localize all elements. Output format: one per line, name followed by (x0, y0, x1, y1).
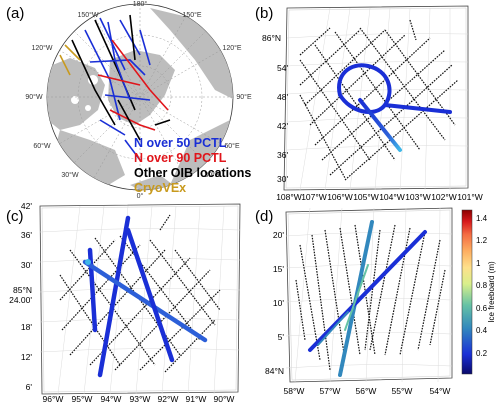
d-lon-57w: 57°W (320, 386, 341, 396)
cb-tick-1-4: 1.4 (476, 214, 488, 223)
b-lon-108w: 108°W (276, 192, 302, 202)
legend-other-oib: Other OIB locations (134, 166, 251, 180)
c-lon-93w: 93°W (130, 394, 151, 404)
b-lon-101w: 101°W (457, 192, 483, 202)
panel-c-flight-track (82, 215, 208, 378)
b-lat-42: 42' (277, 121, 288, 131)
lon-label-180: 180° (133, 0, 148, 8)
legend-n50: N over 50 PCTL (134, 136, 227, 150)
c-lat-30: 30' (21, 260, 32, 270)
cb-tick-1-2: 1.2 (476, 236, 488, 245)
c-lon-92w: 92°W (158, 394, 179, 404)
polar-lon-labels: 180° 150°W 150°E 120°W 120°E 90°W 90°E 6… (25, 0, 252, 200)
b-lat-30: 30' (277, 174, 288, 184)
freeboard-colorbar: 1.4 1.2 1 0.8 0.6 0.4 0.2 Ice freeboard … (461, 209, 496, 375)
b-lon-103w: 103°W (405, 192, 431, 202)
b-lon-labels: 108°W 107°W 106°W 105°W 104°W 103°W 102°… (276, 192, 483, 202)
b-lat-54: 54' (277, 63, 288, 73)
b-lat-36: 36' (277, 150, 288, 160)
lon-label-150w: 150°W (77, 11, 98, 19)
d-lat-15: 15' (273, 264, 284, 274)
panel-d-oib-tracks (295, 224, 446, 371)
lon-label-90e: 90°E (236, 93, 252, 101)
cb-tick-0-6: 0.6 (476, 304, 488, 313)
c-lon-95w: 95°W (72, 394, 93, 404)
cb-tick-0-2: 0.2 (476, 349, 488, 358)
lon-label-60e: 60°E (224, 142, 240, 150)
c-lon-90w: 90°W (214, 394, 235, 404)
c-lat-24: 24.00' (9, 295, 32, 305)
c-lat-36: 36' (21, 230, 32, 240)
c-lon-91w: 91°W (186, 394, 207, 404)
d-lat-10: 10' (273, 298, 284, 308)
lon-label-30w: 30°W (61, 171, 79, 179)
cb-tick-0-8: 0.8 (476, 281, 488, 290)
b-lon-102w: 102°W (431, 192, 457, 202)
d-lon-56w: 56°W (356, 386, 377, 396)
panel-d-flight-track (308, 220, 427, 377)
lon-label-120w: 120°W (31, 44, 52, 52)
d-lon-54w: 54°W (430, 386, 451, 396)
polar-map-land (47, 4, 233, 190)
b-lon-105w: 105°W (353, 192, 379, 202)
panel-a-label: (a) (6, 5, 24, 22)
c-lat-6: 6' (26, 382, 33, 392)
b-lon-106w: 106°W (327, 192, 353, 202)
polar-legend: N over 50 PCTL N over 90 PCTL Other OIB … (134, 136, 251, 195)
panel-d: (d) (255, 207, 496, 396)
c-lat-42: 42' (21, 201, 32, 211)
cb-tick-0-4: 0.4 (476, 326, 488, 335)
legend-n90: N over 90 PCTL (134, 151, 227, 165)
lon-label-60w: 60°W (33, 142, 51, 150)
panel-b-frame (283, 5, 469, 191)
b-lon-104w: 104°W (379, 192, 405, 202)
b-lat-48: 48' (277, 92, 288, 102)
b-lat-86n: 86°N (262, 33, 281, 43)
d-lat-20: 20' (273, 230, 284, 240)
colorbar-ramp (461, 209, 473, 375)
c-lon-labels: 96°W 95°W 94°W 93°W 92°W 91°W 90°W (43, 394, 235, 404)
panel-b-flight-track (337, 63, 452, 152)
d-lon-labels: 58°W 57°W 56°W 55°W 54°W (284, 386, 451, 396)
c-lat-12: 12' (21, 352, 32, 362)
panel-a: (a) (6, 0, 252, 200)
legend-cryovex: CryoVEx (134, 181, 186, 195)
cb-tick-1: 1 (476, 259, 481, 268)
d-lon-55w: 55°W (392, 386, 413, 396)
lon-label-150e: 150°E (182, 11, 201, 19)
lon-label-120e: 120°E (222, 44, 241, 52)
d-lon-58w: 58°W (284, 386, 305, 396)
d-lat-84n: 84°N (265, 366, 284, 376)
c-lat-85n: 85°N (13, 285, 32, 295)
lon-label-90w: 90°W (25, 93, 43, 101)
panel-c-label: (c) (6, 208, 24, 225)
panel-d-frame (285, 207, 453, 383)
colorbar-title: Ice freeboard (m) (487, 261, 496, 323)
panel-b-oib-tracks (299, 19, 459, 181)
c-lon-94w: 94°W (101, 394, 122, 404)
polar-flight-tracks (59, 14, 171, 161)
panel-c: (c) (6, 201, 241, 404)
d-lat-5: 5' (278, 332, 285, 342)
panel-b: (b) (255, 5, 483, 202)
b-lon-107w: 107°W (301, 192, 327, 202)
lon-label-30e: 30°E (204, 171, 220, 179)
c-lat-18: 18' (21, 322, 32, 332)
lon-label-0: 0° (137, 192, 144, 200)
panel-b-label: (b) (255, 5, 273, 22)
panel-d-label: (d) (255, 208, 273, 225)
c-lon-96w: 96°W (43, 394, 64, 404)
